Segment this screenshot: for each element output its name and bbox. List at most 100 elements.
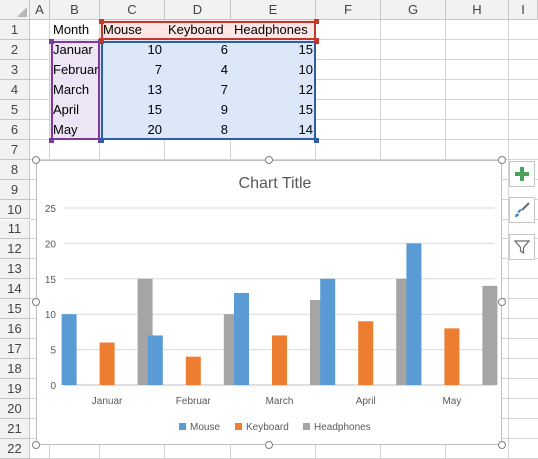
x-tick-label: Februar bbox=[176, 396, 212, 407]
x-tick-label: Januar bbox=[92, 396, 123, 407]
chart-area[interactable]: Chart Title 0 5 10 15 20 25 Januar Februar March… bbox=[36, 160, 502, 445]
grid-line-vertical bbox=[508, 20, 509, 459]
chart-resize-handle[interactable] bbox=[498, 156, 506, 164]
row-header[interactable]: 15 bbox=[0, 299, 30, 320]
legend-swatch bbox=[235, 423, 242, 430]
column-header[interactable]: G bbox=[381, 0, 446, 20]
table-cell[interactable]: April bbox=[53, 101, 80, 117]
row-header[interactable]: 14 bbox=[0, 279, 30, 300]
range-corner-handle[interactable] bbox=[314, 37, 319, 43]
table-cell[interactable]: 15 bbox=[147, 101, 162, 117]
bar-keyboard-may[interactable] bbox=[444, 328, 460, 385]
row-header[interactable]: 13 bbox=[0, 259, 30, 280]
row-header[interactable]: 20 bbox=[0, 399, 30, 419]
chart-resize-handle[interactable] bbox=[32, 441, 40, 449]
table-cell[interactable]: 12 bbox=[298, 81, 313, 97]
table-cell[interactable]: 10 bbox=[298, 61, 313, 77]
table-cell[interactable]: Keyboard bbox=[168, 22, 224, 37]
table-cell[interactable]: 8 bbox=[220, 121, 228, 137]
row-header[interactable]: 18 bbox=[0, 359, 30, 380]
range-corner-handle[interactable] bbox=[314, 137, 319, 143]
bar-keyboard-januar[interactable] bbox=[99, 342, 115, 385]
column-header[interactable]: H bbox=[446, 0, 509, 20]
table-cell[interactable]: May bbox=[53, 121, 78, 137]
bar-keyboard-march[interactable] bbox=[272, 335, 287, 385]
chart-filters-button[interactable] bbox=[509, 234, 535, 260]
table-cell[interactable]: Month bbox=[53, 22, 90, 37]
column-header[interactable]: F bbox=[316, 0, 381, 20]
chart-styles-button[interactable] bbox=[509, 197, 535, 223]
row-header[interactable]: 6 bbox=[0, 119, 30, 140]
chart-resize-handle[interactable] bbox=[32, 156, 40, 164]
row-header[interactable]: 10 bbox=[0, 199, 30, 220]
bar-mouse-april[interactable] bbox=[320, 278, 336, 385]
row-header[interactable]: 19 bbox=[0, 379, 30, 400]
row-header[interactable]: 11 bbox=[0, 219, 30, 240]
chart-resize-handle[interactable] bbox=[498, 441, 506, 449]
table-cell[interactable]: March bbox=[53, 81, 90, 97]
row-header[interactable]: 8 bbox=[0, 159, 30, 180]
row-header[interactable]: 17 bbox=[0, 339, 30, 360]
bar-keyboard-april[interactable] bbox=[358, 321, 374, 385]
table-cell[interactable]: Februar bbox=[53, 61, 99, 77]
row-header[interactable]: 3 bbox=[0, 59, 30, 80]
row-header[interactable]: 16 bbox=[0, 319, 30, 340]
row-header[interactable]: 7 bbox=[0, 139, 30, 160]
row-header[interactable]: 12 bbox=[0, 239, 30, 260]
range-corner-handle[interactable] bbox=[49, 38, 54, 44]
table-cell[interactable]: 15 bbox=[298, 101, 313, 117]
bar-mouse-march[interactable] bbox=[234, 292, 249, 385]
row-header[interactable]: 21 bbox=[0, 419, 30, 439]
table-cell[interactable]: Mouse bbox=[103, 22, 143, 37]
legend-label[interactable]: Keyboard bbox=[246, 422, 289, 433]
legend-label[interactable]: Mouse bbox=[190, 422, 220, 433]
table-cell[interactable]: 10 bbox=[147, 41, 162, 57]
legend-label[interactable]: Headphones bbox=[314, 422, 371, 433]
bar-headphones-may[interactable] bbox=[482, 285, 498, 385]
column-header[interactable]: A bbox=[30, 0, 50, 20]
bar-mouse-januar[interactable] bbox=[61, 314, 77, 385]
chart-elements-button[interactable] bbox=[509, 161, 535, 187]
bar-mouse-februar[interactable] bbox=[147, 335, 163, 385]
range-corner-handle[interactable] bbox=[99, 19, 104, 24]
category-range-box bbox=[51, 40, 100, 140]
chart-resize-handle[interactable] bbox=[265, 441, 273, 449]
select-all-corner[interactable] bbox=[0, 0, 30, 20]
table-cell[interactable]: 15 bbox=[298, 41, 313, 57]
column-header[interactable]: D bbox=[165, 0, 231, 20]
range-corner-handle[interactable] bbox=[314, 19, 319, 24]
table-cell[interactable]: Headphones bbox=[234, 22, 308, 37]
row-header[interactable]: 22 bbox=[0, 438, 30, 459]
column-header[interactable]: C bbox=[100, 0, 165, 20]
row-header[interactable]: 4 bbox=[0, 79, 30, 100]
range-corner-handle[interactable] bbox=[99, 137, 104, 143]
row-header[interactable]: 5 bbox=[0, 99, 30, 120]
table-cell[interactable]: 14 bbox=[298, 121, 313, 137]
column-header[interactable]: B bbox=[50, 0, 100, 20]
chart-resize-handle[interactable] bbox=[498, 298, 506, 306]
bar-mouse-may[interactable] bbox=[406, 243, 422, 385]
table-cell[interactable]: 20 bbox=[147, 121, 162, 137]
chart-title[interactable]: Chart Title bbox=[239, 175, 312, 192]
legend-swatch bbox=[303, 423, 310, 430]
table-cell[interactable]: 7 bbox=[220, 81, 228, 97]
y-tick-label: 0 bbox=[50, 381, 56, 392]
bar-keyboard-februar[interactable] bbox=[185, 356, 201, 385]
chart-resize-handle[interactable] bbox=[32, 298, 40, 306]
table-cell[interactable]: Januar bbox=[53, 41, 93, 57]
plus-icon bbox=[515, 167, 529, 181]
table-cell[interactable]: 13 bbox=[147, 81, 162, 97]
column-header[interactable]: E bbox=[231, 0, 316, 20]
table-cell[interactable]: 6 bbox=[220, 41, 228, 57]
table-cell[interactable]: 9 bbox=[220, 101, 228, 117]
row-header[interactable]: 9 bbox=[0, 179, 30, 200]
range-corner-handle[interactable] bbox=[49, 137, 54, 143]
chart-resize-handle[interactable] bbox=[265, 156, 273, 164]
row-header[interactable]: 2 bbox=[0, 39, 30, 60]
chart-svg: Chart Title 0 5 10 15 20 25 Januar Februar March… bbox=[45, 175, 498, 433]
table-cell[interactable]: 4 bbox=[220, 61, 228, 77]
range-corner-handle[interactable] bbox=[99, 37, 104, 43]
row-header[interactable]: 1 bbox=[0, 20, 30, 40]
table-cell[interactable]: 7 bbox=[154, 61, 162, 77]
column-header[interactable]: I bbox=[509, 0, 538, 20]
